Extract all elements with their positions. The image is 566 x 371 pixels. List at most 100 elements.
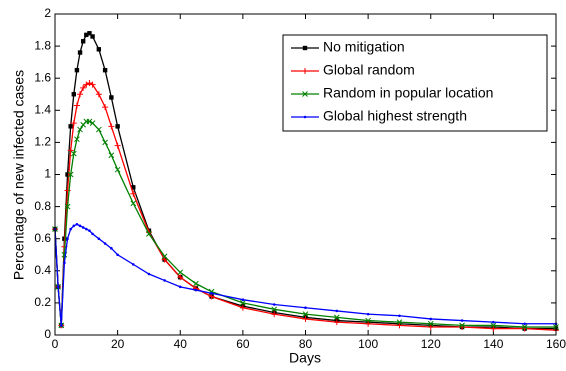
series-marker — [366, 312, 370, 316]
series-marker — [131, 185, 136, 190]
series-marker — [89, 81, 96, 88]
marker-shape — [89, 120, 96, 126]
marker-shape — [492, 320, 495, 324]
marker-shape — [66, 237, 69, 240]
marker-shape — [65, 172, 70, 177]
series-marker — [70, 120, 77, 127]
series-marker — [67, 171, 74, 178]
marker-shape — [460, 319, 464, 322]
marker-shape — [396, 319, 403, 326]
marker-shape — [63, 261, 66, 265]
marker-shape — [83, 81, 90, 88]
marker-shape — [80, 39, 86, 44]
x-tick-label: 60 — [236, 337, 250, 351]
series-marker — [73, 102, 80, 109]
legend-marker — [302, 91, 308, 97]
marker-shape — [521, 324, 528, 330]
marker-shape — [194, 288, 198, 292]
marker-shape — [70, 120, 77, 127]
series-marker — [114, 166, 121, 173]
series-marker — [177, 269, 184, 276]
series-marker — [147, 272, 151, 276]
legend-label: Random in popular location — [323, 85, 493, 101]
marker-shape — [490, 325, 497, 332]
marker-shape — [427, 320, 434, 327]
y-tick-label: 1.2 — [34, 135, 51, 149]
series-marker — [177, 274, 184, 281]
series-marker — [74, 67, 80, 73]
marker-shape — [115, 124, 120, 129]
marker-shape — [77, 91, 84, 98]
marker-shape — [365, 320, 372, 327]
series-marker — [86, 118, 93, 125]
series-marker — [71, 92, 76, 97]
series-marker — [90, 34, 95, 39]
marker-shape — [304, 306, 307, 310]
marker-shape — [114, 142, 121, 149]
marker-shape — [116, 253, 119, 257]
marker-shape — [74, 136, 80, 143]
marker-shape — [146, 231, 152, 237]
marker-shape — [72, 224, 76, 228]
y-tick-label: 1.8 — [34, 38, 51, 52]
series-marker — [396, 322, 403, 329]
series-marker — [304, 306, 307, 310]
series-marker — [271, 306, 278, 313]
series-marker — [130, 190, 137, 197]
series-marker — [427, 320, 434, 327]
marker-shape — [335, 309, 339, 313]
legend-marker — [302, 45, 308, 51]
series-marker — [56, 285, 60, 289]
series-marker — [240, 300, 246, 306]
series-marker — [115, 124, 120, 129]
y-tick-label: 1.4 — [34, 102, 51, 116]
marker-shape — [86, 80, 93, 87]
series-line — [54, 32, 556, 330]
legend-label: No mitigation — [323, 39, 405, 55]
series-marker — [91, 232, 94, 236]
marker-shape — [490, 322, 497, 329]
series-marker — [88, 229, 91, 232]
marker-shape — [365, 317, 371, 324]
marker-shape — [178, 285, 182, 289]
y-tick-label: 0.4 — [34, 263, 51, 277]
marker-shape — [302, 311, 309, 317]
marker-shape — [147, 272, 151, 276]
marker-shape — [302, 68, 308, 74]
series-marker — [302, 311, 309, 317]
series-line — [54, 82, 557, 331]
marker-shape — [396, 322, 403, 329]
series-marker — [83, 81, 90, 88]
series-marker — [146, 231, 152, 237]
marker-shape — [161, 253, 168, 260]
marker-shape — [75, 222, 79, 226]
marker-shape — [177, 269, 184, 276]
y-tick-label: 0.6 — [34, 231, 51, 245]
marker-shape — [110, 247, 113, 250]
series-marker — [80, 39, 86, 44]
x-tick-label: 40 — [174, 337, 188, 351]
series-marker — [130, 200, 137, 207]
marker-shape — [68, 124, 73, 129]
marker-shape — [302, 45, 308, 51]
legend-label: Global highest strength — [323, 108, 467, 124]
marker-shape — [95, 126, 102, 133]
marker-shape — [102, 104, 109, 111]
series-marker — [110, 247, 113, 250]
series-line — [54, 120, 556, 328]
marker-shape — [161, 256, 168, 263]
marker-shape — [210, 291, 213, 295]
marker-shape — [333, 319, 340, 326]
marker-shape — [239, 304, 246, 311]
marker-shape — [90, 34, 95, 39]
series-marker — [271, 311, 278, 318]
marker-shape — [96, 47, 102, 52]
series-marker — [521, 324, 528, 330]
series-marker — [64, 203, 71, 210]
series-marker — [103, 242, 107, 245]
marker-shape — [459, 322, 465, 329]
marker-shape — [84, 32, 89, 38]
marker-shape — [114, 166, 121, 173]
x-tick-label: 80 — [299, 337, 313, 351]
series-marker — [67, 147, 74, 154]
